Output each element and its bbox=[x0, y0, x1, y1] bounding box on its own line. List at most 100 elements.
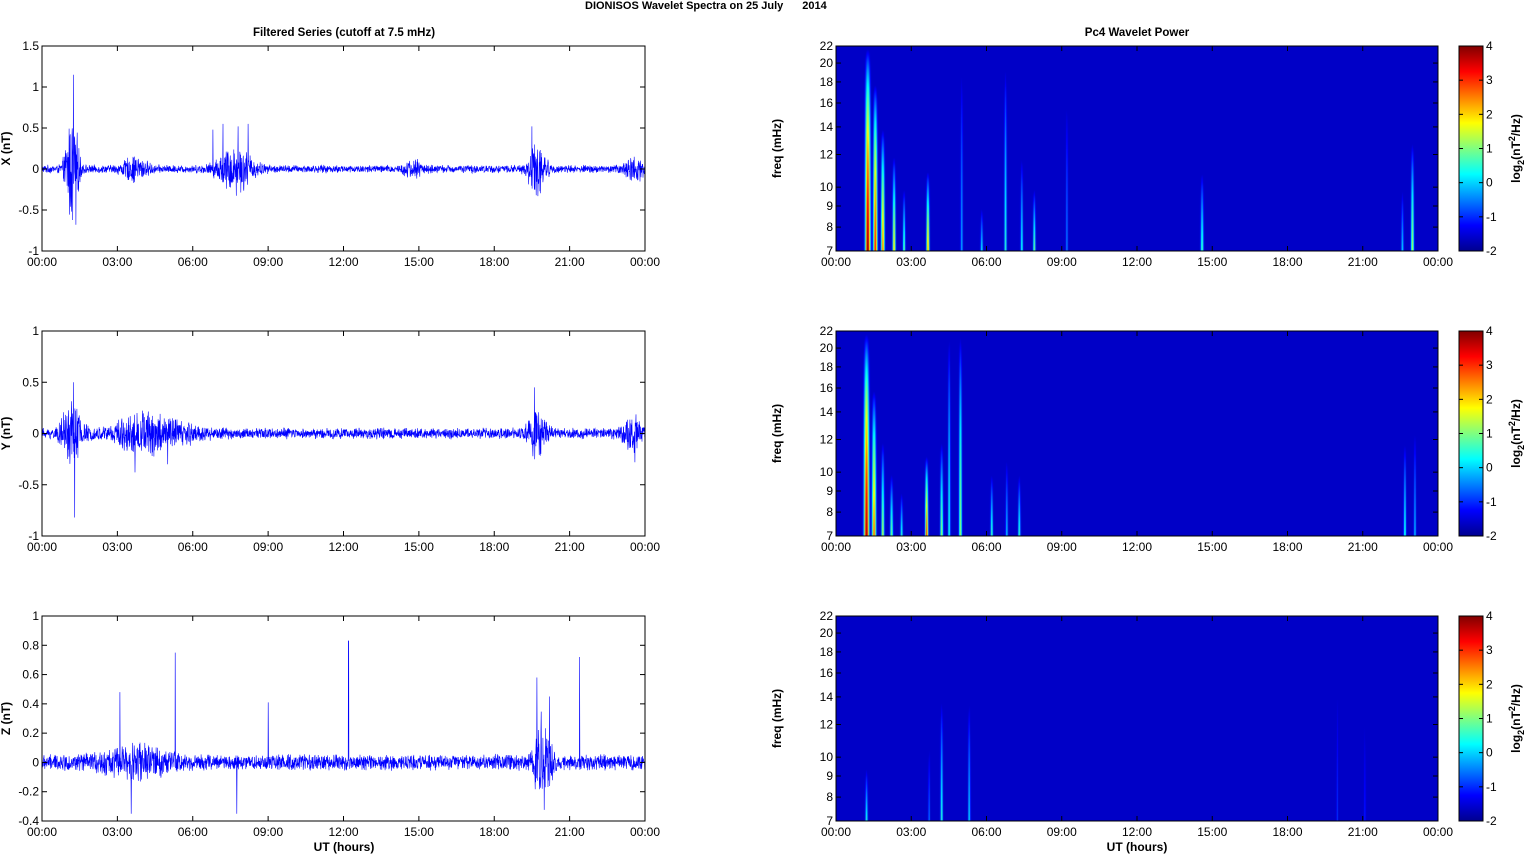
series-x-ytick-label: 1 bbox=[32, 80, 39, 94]
spectrum-y-ytick-label: 9 bbox=[826, 484, 833, 498]
spectrum-x-ytick-label: 7 bbox=[826, 244, 833, 258]
spectrum-x-ytick-label: 8 bbox=[826, 220, 833, 234]
spectrum-x-colorbar-tick-label: 0 bbox=[1486, 176, 1493, 190]
spectrum-y-ytick-label: 7 bbox=[826, 529, 833, 543]
spectrum-z-ytick-label: 9 bbox=[826, 769, 833, 783]
series-z-xtick-label: 18:00 bbox=[479, 825, 509, 839]
series-x-xtick-label: 12:00 bbox=[328, 255, 358, 269]
series-y-xtick-label: 03:00 bbox=[102, 540, 132, 554]
series-x-xtick-label: 09:00 bbox=[253, 255, 283, 269]
spectrum-x-xtick-label: 18:00 bbox=[1272, 255, 1302, 269]
series-z-plot-area bbox=[42, 616, 645, 821]
right-xlabel: UT (hours) bbox=[1107, 840, 1168, 854]
series-z-xtick-label: 21:00 bbox=[555, 825, 585, 839]
spectrum-z-ytick-label: 14 bbox=[820, 690, 834, 704]
spectrum-z-xtick-label: 00:00 bbox=[1423, 825, 1453, 839]
series-x-ytick-label: -0.5 bbox=[18, 203, 39, 217]
spectrum-x-ytick-label: 9 bbox=[826, 199, 833, 213]
series-z-ytick-label: 0.8 bbox=[22, 638, 39, 652]
spectrum-y-xtick-label: 09:00 bbox=[1047, 540, 1077, 554]
series-x-ytick-label: 0.5 bbox=[22, 121, 39, 135]
spectrum-z-xtick-label: 03:00 bbox=[896, 825, 926, 839]
spectrum-x-colorbar-label: log2(nT2/Hz) bbox=[1507, 114, 1525, 183]
series-y-ytick-label: -1 bbox=[28, 529, 39, 543]
series-z-xtick-label: 09:00 bbox=[253, 825, 283, 839]
spectrum-x-colorbar-tick-label: 4 bbox=[1486, 39, 1493, 53]
spectrum-z-colorbar-tick-label: 1 bbox=[1486, 712, 1493, 726]
spectrum-x-colorbar-tick-label: 2 bbox=[1486, 107, 1493, 121]
spectrum-z-colorbar-tick-label: 2 bbox=[1486, 677, 1493, 691]
series-z-ytick-label: -0.2 bbox=[18, 785, 39, 799]
spectrum-x-ytick-label: 20 bbox=[820, 56, 834, 70]
spectrum-x-xtick-label: 06:00 bbox=[971, 255, 1001, 269]
series-z-xtick-label: 00:00 bbox=[27, 825, 57, 839]
series-x-xtick-label: 18:00 bbox=[479, 255, 509, 269]
series-x-ytick-label: -1 bbox=[28, 244, 39, 258]
left-xlabel: UT (hours) bbox=[314, 840, 375, 854]
spectrum-z-xtick-label: 18:00 bbox=[1272, 825, 1302, 839]
series-y-xtick-label: 18:00 bbox=[479, 540, 509, 554]
spectrum-x-ytick-label: 22 bbox=[820, 39, 834, 53]
series-x-xtick-label: 03:00 bbox=[102, 255, 132, 269]
series-y-xtick-label: 12:00 bbox=[328, 540, 358, 554]
series-y-ytick-label: 1 bbox=[32, 324, 39, 338]
spectrum-x-heatmap bbox=[836, 46, 1438, 251]
spectrum-z-ytick-label: 7 bbox=[826, 814, 833, 828]
spectrum-x-xtick-label: 09:00 bbox=[1047, 255, 1077, 269]
spectrum-x-colorbar-tick-label: -2 bbox=[1486, 244, 1497, 258]
spectrum-z-ytick-label: 16 bbox=[820, 666, 834, 680]
spectrum-x-xtick-label: 00:00 bbox=[821, 255, 851, 269]
series-z-xtick-label: 00:00 bbox=[630, 825, 660, 839]
series-x-xtick-label: 15:00 bbox=[404, 255, 434, 269]
series-z-xtick-label: 15:00 bbox=[404, 825, 434, 839]
series-z-ylabel: Z (nT) bbox=[0, 702, 13, 735]
figure-title: DIONISOS Wavelet Spectra on 25 July 2014 bbox=[585, 0, 828, 12]
series-z-ytick-label: 0 bbox=[32, 755, 39, 769]
series-z-ytick-label: 1 bbox=[32, 609, 39, 623]
series-y-xtick-label: 00:00 bbox=[27, 540, 57, 554]
spectrum-z-xtick-label: 12:00 bbox=[1122, 825, 1152, 839]
series-z-xtick-label: 12:00 bbox=[328, 825, 358, 839]
spectrum-y-colorbar-tick-label: 1 bbox=[1486, 427, 1493, 441]
series-x-plot-area bbox=[42, 46, 645, 251]
spectrum-z-xtick-label: 15:00 bbox=[1197, 825, 1227, 839]
spectrum-y-ytick-label: 10 bbox=[820, 465, 834, 479]
series-z-ytick-label: 0.2 bbox=[22, 726, 39, 740]
series-y-xtick-label: 09:00 bbox=[253, 540, 283, 554]
spectrum-y-xtick-label: 00:00 bbox=[821, 540, 851, 554]
series-x-xtick-label: 00:00 bbox=[27, 255, 57, 269]
series-x-xtick-label: 00:00 bbox=[630, 255, 660, 269]
series-x-xtick-label: 06:00 bbox=[178, 255, 208, 269]
spectrum-y-ylabel: freq (mHz) bbox=[770, 404, 784, 463]
spectrum-z-xtick-label: 21:00 bbox=[1348, 825, 1378, 839]
spectrum-z-ytick-label: 8 bbox=[826, 790, 833, 804]
spectrum-y-ytick-label: 20 bbox=[820, 341, 834, 355]
series-x-ytick-label: 1.5 bbox=[22, 39, 39, 53]
series-z-ytick-label: -0.4 bbox=[18, 814, 39, 828]
spectrum-x-ytick-label: 18 bbox=[820, 75, 834, 89]
spectrum-z-colorbar-tick-label: -1 bbox=[1486, 780, 1497, 794]
spectrum-x-colorbar-tick-label: -1 bbox=[1486, 210, 1497, 224]
spectrum-x-ytick-label: 12 bbox=[820, 148, 834, 162]
spectrum-y-colorbar-tick-label: -1 bbox=[1486, 495, 1497, 509]
series-x-ylabel: X (nT) bbox=[0, 132, 13, 166]
spectrum-z-colorbar-tick-label: -2 bbox=[1486, 814, 1497, 828]
spectrum-y-xtick-label: 12:00 bbox=[1122, 540, 1152, 554]
spectrum-z-colorbar-tick-label: 0 bbox=[1486, 746, 1493, 760]
series-y-xtick-label: 21:00 bbox=[555, 540, 585, 554]
spectrum-x-xtick-label: 12:00 bbox=[1122, 255, 1152, 269]
spectrum-z-heatmap bbox=[836, 616, 1438, 821]
series-y-ytick-label: -0.5 bbox=[18, 478, 39, 492]
spectrum-y-colorbar-tick-label: 3 bbox=[1486, 358, 1493, 372]
spectrum-y-xtick-label: 18:00 bbox=[1272, 540, 1302, 554]
spectrum-x-xtick-label: 03:00 bbox=[896, 255, 926, 269]
spectrum-x-xtick-label: 21:00 bbox=[1348, 255, 1378, 269]
spectrum-y-colorbar-label: log2(nT2/Hz) bbox=[1507, 399, 1525, 468]
spectrum-y-ytick-label: 16 bbox=[820, 381, 834, 395]
spectrum-y-colorbar-tick-label: 2 bbox=[1486, 392, 1493, 406]
spectrum-x-xtick-label: 00:00 bbox=[1423, 255, 1453, 269]
spectrum-x-ytick-label: 10 bbox=[820, 180, 834, 194]
spectrum-y-xtick-label: 21:00 bbox=[1348, 540, 1378, 554]
spectrum-z-ylabel: freq (mHz) bbox=[770, 689, 784, 748]
spectrum-x-ytick-label: 14 bbox=[820, 120, 834, 134]
